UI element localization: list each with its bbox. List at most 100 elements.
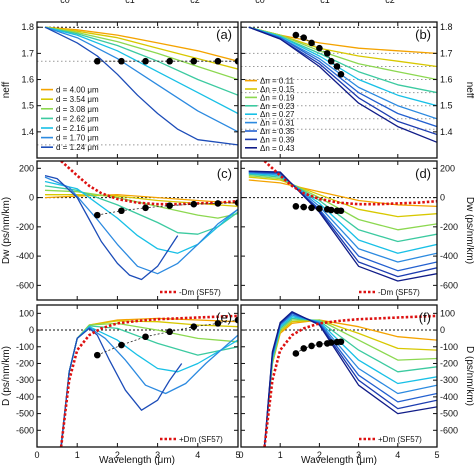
y-tick-label: -200 (16, 222, 34, 232)
panel-label: (e) (216, 310, 232, 325)
data-marker (300, 34, 308, 41)
legend-label: Δn = 0.27 (260, 110, 295, 119)
y-tick-label: -500 (440, 409, 458, 419)
y-axis-label: neff (464, 82, 474, 99)
series-line-7 (263, 312, 437, 447)
series-line-9 (248, 26, 437, 143)
legend-label: Δn = 0.15 (260, 85, 295, 94)
y-tick-label: -100 (440, 342, 458, 352)
series-line-4 (248, 173, 437, 243)
y-tick-label: 0 (440, 325, 445, 335)
y-tick-label: 0 (440, 193, 445, 203)
data-marker (337, 71, 345, 78)
data-marker (118, 57, 125, 65)
material-dispersion-line (59, 314, 238, 447)
series-line-3 (60, 322, 238, 447)
panel-c: -600 -400 -200 0 200 Dw (ps/nm/km) (c) -Dm (SF5… (1, 160, 239, 301)
panel-label: (d) (415, 166, 431, 181)
data-marker (234, 199, 238, 206)
y-tick-label: 1.5 (440, 101, 453, 111)
y-tick-label: -400 (440, 392, 458, 402)
data-marker (308, 39, 315, 47)
data-marker (316, 340, 323, 348)
data-marker (292, 203, 300, 210)
x-tick-label: 0 (34, 450, 39, 460)
y-tick-label: -200 (440, 222, 458, 232)
series-line-2 (44, 26, 238, 70)
data-marker (142, 333, 149, 341)
plot-area (241, 311, 437, 447)
legend-label: Δn = 0.35 (260, 127, 295, 136)
series-line-4 (44, 26, 238, 96)
material-dispersion-line (60, 161, 238, 206)
data-marker (337, 338, 345, 346)
data-marker (118, 341, 125, 349)
y-axis-label: D (ps/nm/km) (464, 346, 474, 406)
y-tick-label: 1.8 (21, 22, 34, 32)
series-line-1 (248, 179, 437, 208)
y-tick-label: 1.6 (440, 75, 453, 85)
legend-label: Δn = 0.23 (260, 102, 295, 111)
plot-area (37, 161, 238, 281)
y-axis-label: Dw (ps/nm/km) (464, 197, 474, 264)
series-line-5 (248, 172, 437, 254)
data-marker (323, 50, 331, 57)
series-line-6 (44, 176, 238, 275)
series-line-6 (248, 172, 437, 263)
legend-label: Δn = 0.19 (260, 93, 295, 102)
data-marker (166, 202, 173, 209)
data-marker (142, 57, 149, 65)
y-tick-label: -300 (16, 375, 34, 385)
data-marker (166, 328, 173, 336)
x-tick-label: 2 (115, 450, 120, 460)
data-marker (333, 63, 341, 70)
x-tick-label: 3 (356, 450, 361, 460)
data-marker (316, 44, 323, 52)
y-axis-label: D (ps/nm/km) (1, 346, 12, 406)
series-line-7 (60, 327, 183, 447)
series-line-6 (44, 26, 238, 133)
data-marker (300, 345, 308, 352)
y-tick-label: 1.7 (21, 48, 34, 58)
series-line-3 (248, 26, 437, 81)
y-axis-label: neff (1, 82, 12, 99)
y-tick-label: 100 (440, 308, 455, 318)
top-cut-tick-label: c0 (60, 0, 70, 5)
data-marker (166, 57, 173, 65)
data-marker (327, 339, 335, 346)
plot-area (241, 161, 437, 282)
series-line-7 (44, 26, 238, 146)
series-line-2 (248, 26, 437, 68)
panel-f: -600 -500 -400 -300 -200 -100 0 100 0 1 2 3 4 5 D (ps/… (238, 304, 474, 460)
y-tick-label: -300 (440, 375, 458, 385)
data-marker (214, 200, 222, 207)
y-tick-label: 0 (29, 325, 34, 335)
legend-label: d = 2.62 μm (56, 114, 99, 123)
top-cut-tick-label: c1 (125, 0, 135, 5)
x-tick-label: 1 (278, 450, 283, 460)
series-line-8 (263, 311, 437, 447)
series-line-9 (263, 311, 437, 447)
legend-label: Δn = 0.31 (260, 119, 295, 128)
series-line-1 (248, 26, 437, 55)
x-axis-label-left: Wavelength (μm) (99, 455, 175, 466)
y-tick-label: -200 (440, 358, 458, 368)
x-tick-label: 2 (317, 450, 322, 460)
y-tick-label: 1.7 (440, 48, 453, 58)
plot-area (37, 314, 238, 447)
series-line-8 (248, 170, 437, 278)
y-tick-label: -200 (16, 358, 34, 368)
data-marker (300, 203, 308, 211)
x-tick-label: 3 (155, 450, 160, 460)
panel-label: (a) (216, 27, 232, 42)
y-tick-label: -100 (16, 342, 34, 352)
material-dispersion-line (263, 161, 437, 206)
data-marker (292, 350, 300, 357)
legend-label: d = 2.16 μm (56, 124, 99, 133)
data-marker (292, 31, 300, 39)
data-marker (327, 57, 335, 65)
data-marker (214, 320, 222, 327)
y-tick-label: -400 (16, 392, 34, 402)
series-line-7 (44, 174, 179, 281)
